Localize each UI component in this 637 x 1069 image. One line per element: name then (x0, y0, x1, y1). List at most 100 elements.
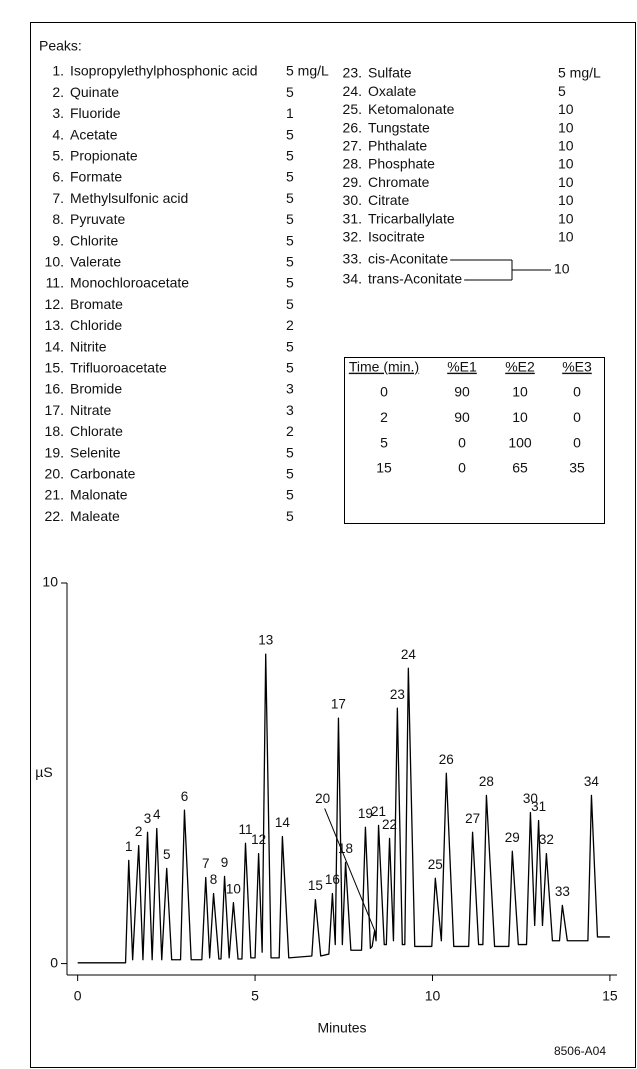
peak-number: 20. (45, 466, 64, 482)
table-cell: 10 (512, 409, 528, 425)
peak-label: 34 (584, 774, 600, 789)
peak-label: 15 (308, 878, 323, 893)
peak-name: Tricarballylate (368, 210, 455, 226)
peak-conc: 10 (558, 210, 574, 226)
table-cell: 90 (454, 409, 470, 425)
peak-number: 31. (343, 210, 362, 226)
peak-number: 12. (45, 296, 64, 312)
table-box (344, 357, 605, 524)
peak-number: 7. (52, 190, 64, 206)
peak-number: 26. (343, 119, 362, 135)
table-header: %E2 (505, 359, 535, 375)
peak-conc: 5 (286, 254, 294, 270)
peak-label: 1 (125, 839, 133, 854)
peak-name: Methylsulfonic acid (70, 190, 188, 206)
peak-number: 21. (45, 487, 64, 503)
peak-conc: 5 mg/L (558, 65, 601, 81)
peak-number: 6. (52, 169, 64, 185)
peak-name: Tungstate (368, 119, 430, 135)
y-tick-label: 10 (42, 574, 58, 590)
peak-name: Chromate (368, 174, 430, 190)
peak-conc: 5 (286, 508, 294, 524)
peak-conc: 5 (286, 338, 294, 354)
peak-label: 22 (382, 817, 397, 832)
peak-conc: 10 (558, 119, 574, 135)
peak-number: 23. (343, 65, 362, 81)
peak-conc: 10 (558, 138, 574, 154)
peak-conc: 2 (286, 317, 294, 333)
peak-conc: 5 mg/L (286, 63, 329, 79)
peak-label: 29 (505, 830, 520, 845)
peak-label: 3 (144, 811, 152, 826)
peak-number: 9. (52, 232, 64, 248)
peak-label: 17 (331, 697, 346, 712)
x-axis-label: Minutes (317, 1020, 366, 1036)
peak-name: Monochloroacetate (70, 275, 189, 291)
peak-number: 13. (45, 317, 64, 333)
table-cell: 0 (573, 434, 581, 450)
table-header: %E1 (447, 359, 477, 375)
x-tick-label: 5 (251, 988, 259, 1004)
peak-name: Bromide (70, 381, 122, 397)
peak-label: 18 (338, 841, 353, 856)
table-cell: 0 (458, 460, 466, 476)
y-axis-label: µS (35, 764, 52, 780)
peak-conc: 5 (558, 83, 566, 99)
peak-conc: 5 (286, 466, 294, 482)
peak-name: Nitrate (70, 402, 111, 418)
peak-name: cis-Aconitate (368, 251, 448, 267)
x-tick-label: 0 (74, 988, 82, 1004)
frame (30, 22, 636, 1068)
table-cell: 65 (512, 460, 528, 476)
peak-name: Isocitrate (368, 229, 425, 245)
peak-number: 33. (343, 251, 362, 267)
peak-number: 8. (52, 211, 64, 227)
peak-label: 32 (539, 832, 554, 847)
peak-label: 4 (153, 807, 161, 822)
peak-label: 27 (465, 811, 480, 826)
peak-number: 28. (343, 156, 362, 172)
peak-label: 23 (390, 687, 405, 702)
peak-name: Sulfate (368, 65, 412, 81)
peak-label: 8 (210, 872, 218, 887)
peak-number: 4. (52, 126, 64, 142)
peak-conc: 5 (286, 487, 294, 503)
table-header: %E3 (562, 359, 592, 375)
peak-name: Carbonate (70, 466, 136, 482)
table-cell: 0 (380, 384, 388, 400)
peak-name: Bromate (70, 296, 123, 312)
peak-label: 13 (258, 633, 273, 648)
peak-name: Chloride (70, 317, 122, 333)
peak-name: Formate (70, 169, 122, 185)
table-cell: 0 (458, 434, 466, 450)
table-header: Time (min.) (349, 359, 419, 375)
peak-number: 15. (45, 360, 64, 376)
peak-conc: 5 (286, 275, 294, 291)
peak-conc: 5 (286, 126, 294, 142)
peak-conc: 10 (558, 174, 574, 190)
peak-number: 3. (52, 105, 64, 121)
peak-number: 30. (343, 192, 362, 208)
peak-label: 26 (439, 752, 454, 767)
peak-name: Phthalate (368, 138, 427, 154)
peak-label: 10 (226, 881, 241, 896)
peak-label: 12 (251, 832, 266, 847)
table-cell: 0 (573, 409, 581, 425)
peak-label: 2 (135, 824, 143, 839)
peak-label: 30 (523, 791, 538, 806)
peak-conc: 3 (286, 381, 294, 397)
x-tick-label: 10 (425, 988, 441, 1004)
peak-name: Trifluoroacetate (70, 360, 167, 376)
peak-name: Propionate (70, 148, 138, 164)
peak-label: 5 (163, 847, 171, 862)
peak-conc: 10 (558, 156, 574, 172)
leader-line (324, 808, 376, 931)
peak-name: Oxalate (368, 83, 416, 99)
table-cell: 35 (569, 460, 585, 476)
peak-name: trans-Aconitate (368, 271, 462, 287)
peak-number: 34. (343, 271, 362, 287)
peak-number: 18. (45, 423, 64, 439)
peak-number: 25. (343, 101, 362, 117)
peak-conc: 10 (558, 192, 574, 208)
